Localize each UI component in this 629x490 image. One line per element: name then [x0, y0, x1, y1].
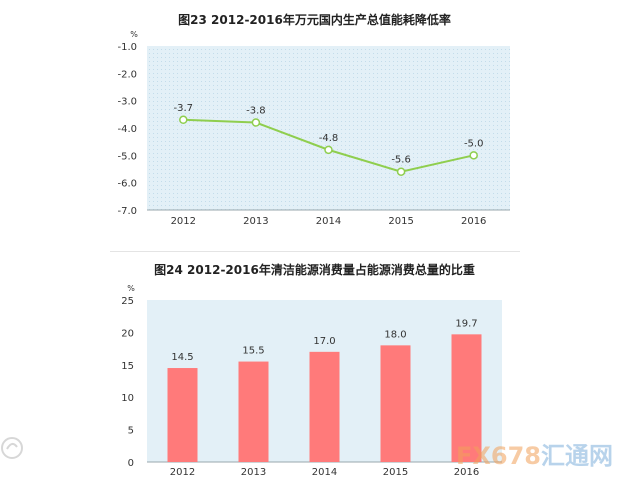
data-point	[251, 118, 261, 127]
data-label: 18.0	[384, 329, 406, 340]
y-axis-unit: %	[130, 30, 138, 39]
x-tick-label: 2013	[243, 216, 268, 227]
data-label: 15.5	[242, 346, 264, 357]
y-tick-label: -4.0	[117, 124, 137, 135]
y-tick-label: 10	[121, 393, 134, 404]
y-tick-label: -2.0	[117, 69, 137, 80]
y-tick-label: -7.0	[117, 206, 137, 217]
x-tick-label: 2014	[312, 467, 337, 478]
chart-divider	[110, 251, 520, 252]
data-point	[324, 145, 333, 155]
x-tick-label: 2015	[383, 467, 408, 478]
data-label: 14.5	[171, 352, 193, 363]
data-point	[396, 167, 406, 176]
y-tick-label: -3.0	[117, 97, 137, 108]
data-label: 17.0	[313, 336, 335, 347]
data-label: -5.0	[464, 138, 484, 149]
x-tick-label: 2016	[454, 467, 479, 478]
data-label: -3.7	[174, 103, 194, 114]
bar	[380, 345, 411, 462]
bar	[167, 368, 198, 462]
data-label: 19.7	[455, 318, 477, 329]
data-label: -4.8	[319, 133, 339, 144]
watermark-brand: FX678	[456, 442, 541, 470]
plot-area	[147, 46, 510, 210]
bar	[309, 351, 340, 462]
data-label: -3.8	[246, 106, 266, 117]
x-tick-label: 2012	[170, 467, 195, 478]
x-tick-label: 2012	[171, 216, 196, 227]
y-tick-label: 20	[121, 328, 134, 339]
fx678-logo-icon	[1, 437, 23, 459]
y-tick-label: 25	[121, 296, 134, 307]
y-tick-label: 15	[121, 361, 134, 372]
chart-title-clean-energy: 图24 2012-2016年清洁能源消费量占能源消费总量的比重	[154, 263, 475, 277]
y-tick-label: 0	[128, 458, 134, 469]
y-axis-unit: %	[127, 284, 135, 293]
watermark-name: 汇通网	[541, 442, 613, 470]
x-tick-label: 2015	[388, 216, 413, 227]
y-tick-label: -1.0	[117, 42, 137, 53]
y-tick-label: 5	[128, 426, 134, 437]
bar	[451, 334, 482, 462]
chart-title-energy-intensity: 图23 2012-2016年万元国内生产总值能耗降低率	[178, 13, 451, 27]
watermark: FX678汇通网	[456, 436, 613, 471]
x-tick-label: 2016	[461, 216, 486, 227]
data-point	[469, 151, 478, 160]
y-tick-label: -6.0	[117, 179, 137, 190]
x-tick-label: 2013	[241, 467, 266, 478]
y-tick-label: -5.0	[117, 151, 137, 162]
bar	[238, 361, 269, 462]
x-tick-label: 2014	[316, 216, 341, 227]
data-label: -5.6	[391, 155, 411, 166]
data-point	[179, 115, 188, 125]
